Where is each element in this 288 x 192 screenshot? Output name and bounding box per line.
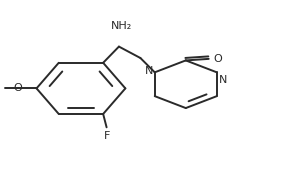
Text: N: N [219, 75, 228, 85]
Text: O: O [214, 54, 223, 64]
Text: NH₂: NH₂ [111, 21, 132, 31]
Text: F: F [103, 132, 110, 142]
Text: O: O [14, 83, 22, 93]
Text: N: N [145, 66, 153, 76]
